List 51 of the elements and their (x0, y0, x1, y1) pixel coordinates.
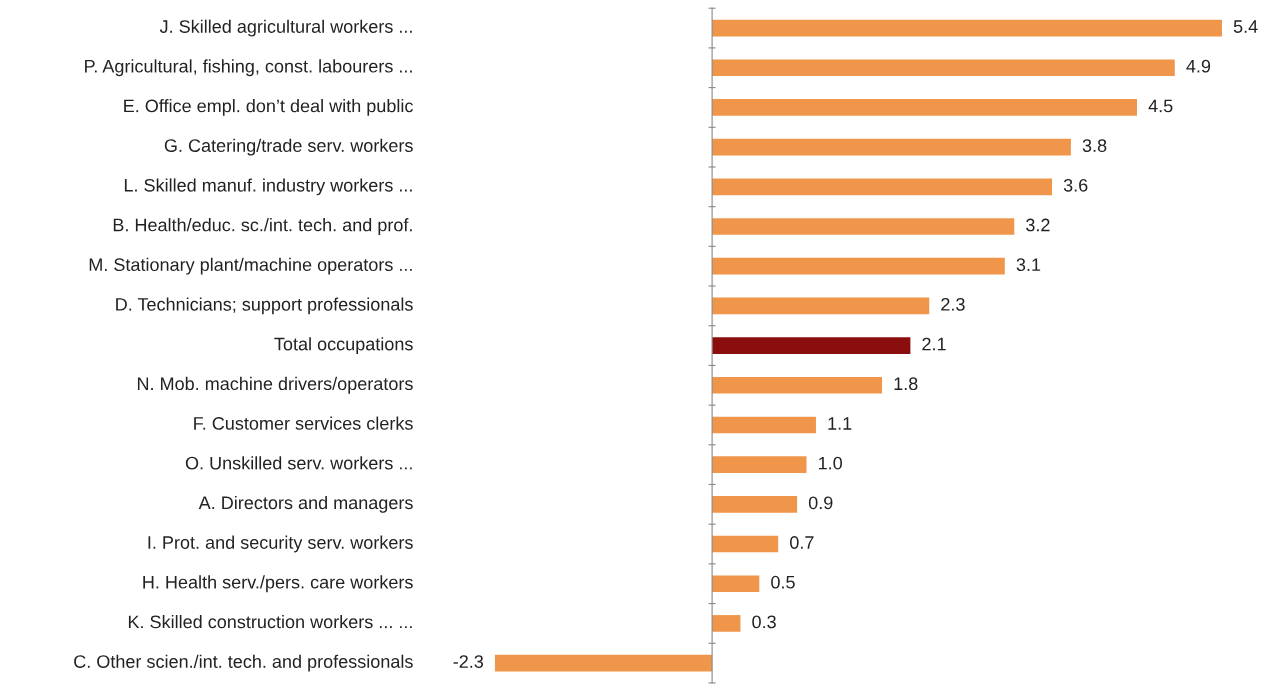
data-label: 3.1 (1016, 258, 1041, 272)
bar (712, 535, 779, 553)
y-tick-label: I. Prot. and security serv. workers (148, 535, 413, 553)
y-tick-label: P. Agricultural, fishing, const. labourers ... (85, 59, 412, 77)
y-tick-label: B. Health/educ. sc./int. tech. and prof. (113, 218, 412, 235)
y-tick-label: N. Mob. machine drivers/operators (137, 376, 413, 394)
data-label: 2.3 (941, 297, 965, 311)
bar (712, 416, 816, 434)
bar (712, 218, 1015, 235)
y-tick-label: E. Office empl. don’t deal with public (124, 99, 413, 116)
y-tick-label: J. Skilled agricultural workers ... (159, 19, 412, 37)
data-label: 0.3 (752, 615, 776, 629)
bar (712, 297, 930, 315)
data-label: 4.9 (1186, 59, 1211, 73)
bar (712, 138, 1071, 156)
bar (712, 337, 911, 354)
bar (712, 178, 1053, 196)
bar (712, 257, 1005, 275)
y-tick-label: M. Stationary plant/machine operators ... (89, 257, 412, 275)
bar (712, 59, 1175, 77)
y-tick-label: O. Unskilled serv. workers ... (185, 456, 412, 470)
bar (712, 615, 741, 632)
data-label: 3.6 (1063, 178, 1088, 192)
data-label: 0.9 (808, 496, 833, 510)
data-label: -2.3 (453, 655, 484, 668)
data-label: 1.0 (819, 456, 843, 470)
y-tick-label: H. Health serv./pers. care workers (143, 575, 413, 593)
data-label: 2.1 (922, 337, 946, 351)
bar (712, 376, 883, 394)
data-label: 3.2 (1026, 218, 1050, 232)
data-label: 5.4 (1233, 20, 1258, 33)
bar (712, 496, 798, 513)
data-label: 4.5 (1148, 99, 1173, 113)
data-label: 0.5 (771, 575, 795, 589)
y-tick-label: Total occupations (274, 337, 413, 354)
bar (712, 19, 1222, 37)
y-tick-label: A. Directors and managers (198, 495, 413, 513)
bar (712, 456, 807, 473)
bar (712, 99, 1137, 116)
y-tick-label: D. Technicians; support professionals (116, 297, 413, 315)
data-label: 0.7 (790, 536, 814, 549)
y-tick-label: C. Other scien./int. tech. and professionals (74, 654, 413, 672)
data-label: 1.8 (894, 377, 918, 391)
data-label: 3.8 (1082, 139, 1107, 152)
data-label: 1.1 (828, 417, 852, 430)
y-tick-label: K. Skilled construction workers ... ... (128, 614, 412, 629)
y-tick-label: G. Catering/trade serv. workers (164, 138, 413, 156)
bar (712, 575, 760, 593)
y-tick-label: F. Customer services clerks (194, 416, 413, 430)
bar (494, 654, 713, 672)
y-tick-label: L. Skilled manuf. industry workers ... (124, 178, 412, 196)
